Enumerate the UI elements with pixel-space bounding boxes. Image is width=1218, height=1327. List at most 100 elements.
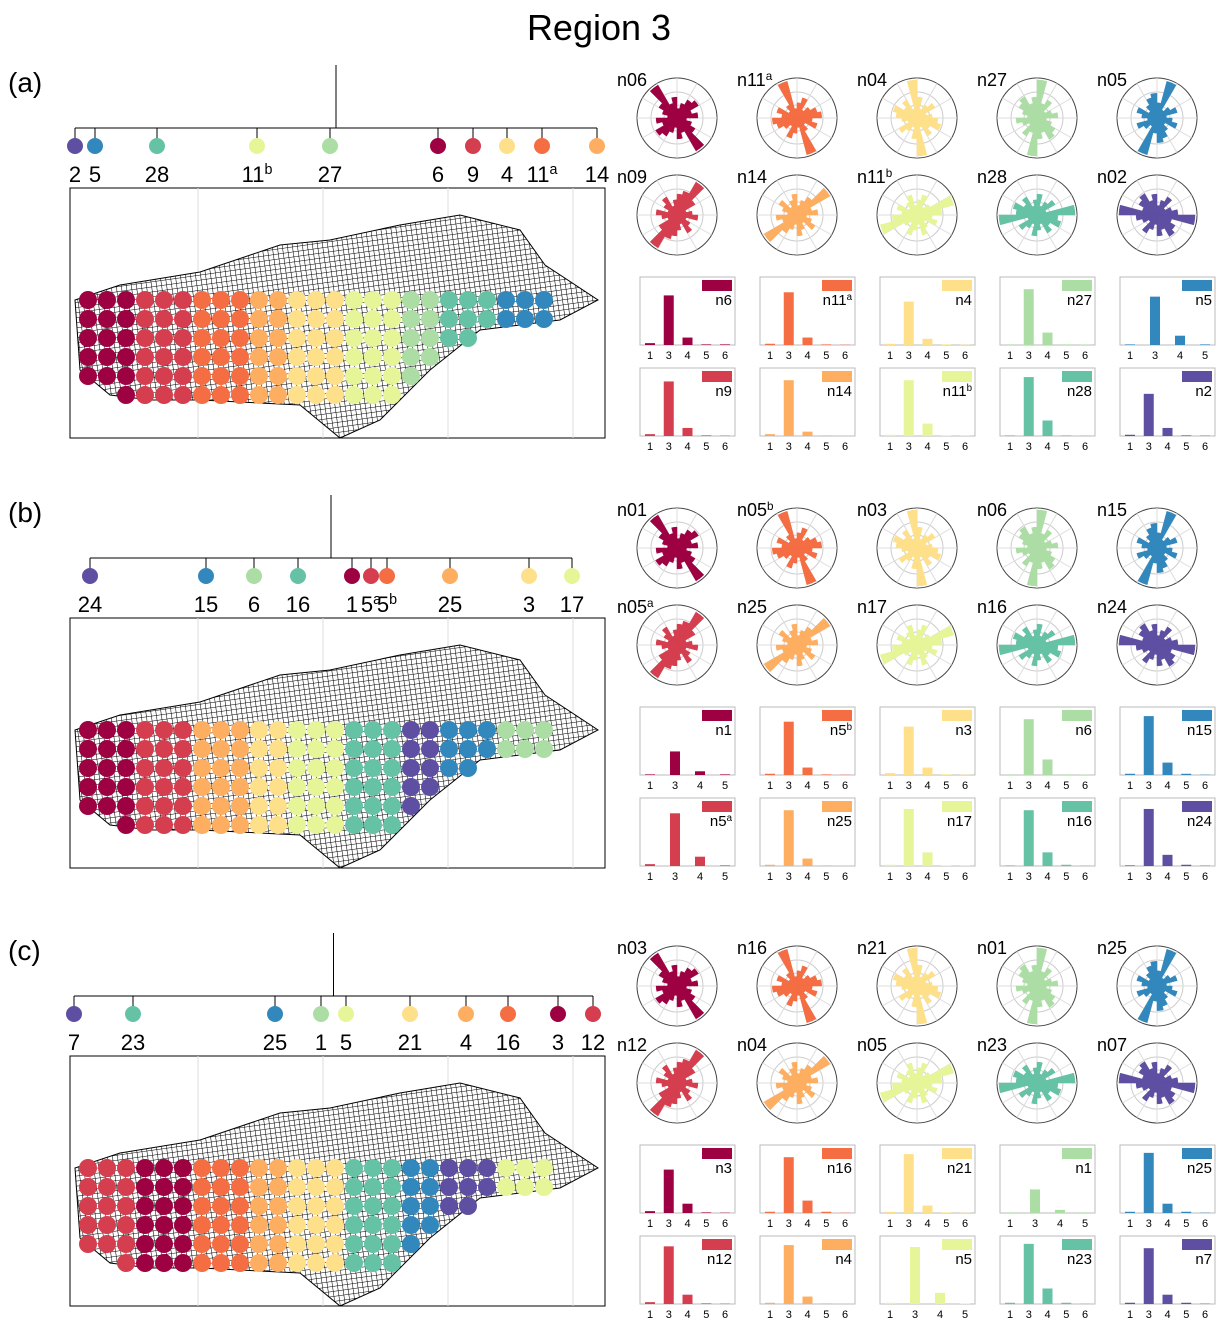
hist-bar (783, 810, 794, 866)
map-node (383, 1216, 401, 1234)
map-node (288, 797, 306, 815)
x-tick-label: 6 (962, 871, 968, 883)
x-tick-label: 3 (1152, 350, 1158, 362)
map-node (364, 816, 382, 834)
map-node (440, 329, 458, 347)
legend-swatch (1182, 280, 1212, 291)
map-node (402, 1159, 420, 1177)
x-tick-label: 1 (767, 780, 773, 792)
hist-bar (1023, 377, 1034, 436)
map-node (402, 329, 420, 347)
x-tick-label: 5 (823, 1309, 829, 1321)
map-node (459, 1178, 477, 1196)
map-node (326, 1254, 344, 1272)
hist-bar (783, 1157, 794, 1213)
x-tick-label: 6 (1202, 441, 1208, 453)
map-node (98, 1197, 116, 1215)
label: n5b (830, 722, 853, 740)
hist-bar (941, 344, 952, 345)
x-tick-label: 3 (666, 1218, 672, 1230)
label: n01 (617, 500, 647, 520)
panel-label: (a) (8, 67, 42, 98)
map-node (117, 778, 135, 796)
map-node (79, 740, 97, 758)
hist-bar (1005, 344, 1015, 345)
hist-bar (960, 1303, 970, 1304)
label: n6 (1075, 722, 1092, 739)
map-node (402, 1216, 420, 1234)
label: 4 (460, 1030, 472, 1055)
label-main: n28 (1067, 383, 1092, 400)
hist-bar (720, 865, 730, 866)
label-main: n16 (977, 597, 1007, 617)
legend-swatch (1062, 710, 1092, 721)
map-node (79, 329, 97, 347)
map-node (231, 797, 249, 815)
map-node (421, 778, 439, 796)
label-main: n24 (1097, 597, 1127, 617)
map-node (345, 816, 363, 834)
label-main: n17 (947, 813, 972, 830)
map-node (269, 1254, 287, 1272)
map-node (307, 310, 325, 328)
hist-bar (783, 292, 794, 345)
x-tick-label: 5 (943, 1218, 949, 1230)
hist-bar (1061, 774, 1072, 775)
map-node (288, 291, 306, 309)
hist-bar (1143, 393, 1154, 436)
x-tick-label: 4 (1044, 780, 1050, 792)
map-node (345, 386, 363, 404)
label-main: 6 (248, 592, 260, 617)
map-node (421, 291, 439, 309)
leaf-node (465, 138, 481, 154)
map-node (193, 1235, 211, 1253)
map-node (231, 721, 249, 739)
label: n27 (977, 70, 1007, 90)
rose-petals (772, 510, 822, 586)
label-sup: b (967, 383, 973, 394)
map-node (98, 310, 116, 328)
map-node (193, 1216, 211, 1234)
rose-petals (649, 84, 705, 152)
map-node (383, 797, 401, 815)
hist-bar (1055, 1209, 1065, 1213)
map-node (307, 1216, 325, 1234)
label-sup: a (647, 597, 654, 610)
hist-bar (663, 295, 674, 345)
label-main: n5 (1195, 292, 1212, 309)
x-tick-label: 3 (1146, 441, 1152, 453)
label-main: n07 (1097, 1035, 1127, 1055)
x-tick-label: 1 (1007, 441, 1013, 453)
map-node (98, 721, 116, 739)
map-node (269, 310, 287, 328)
x-tick-label: 3 (1032, 1218, 1038, 1230)
rose-petals (892, 947, 942, 1025)
x-tick-label: 1 (647, 441, 653, 453)
hist-bar (695, 856, 705, 866)
x-tick-label: 4 (804, 871, 810, 883)
label: 25 (263, 1030, 287, 1055)
label-main: 5 (377, 592, 389, 617)
x-tick-label: 4 (1057, 1218, 1063, 1230)
rose-petals (879, 194, 955, 236)
map-node (326, 310, 344, 328)
label: n3 (715, 1160, 732, 1177)
map-node (155, 310, 173, 328)
hist-bar (885, 1211, 895, 1213)
map-node (193, 759, 211, 777)
label-main: n25 (827, 813, 852, 830)
x-tick-label: 4 (684, 1218, 690, 1230)
label-main: n4 (955, 292, 972, 309)
label: 1 (315, 1030, 327, 1055)
map-node (535, 291, 553, 309)
map-node (402, 348, 420, 366)
hist-bar (885, 864, 895, 866)
map-node (117, 1254, 135, 1272)
map-node (269, 1178, 287, 1196)
map-node (269, 1197, 287, 1215)
label: n11b (943, 383, 973, 401)
label-main: 12 (581, 1030, 605, 1055)
label-main: n5 (710, 813, 727, 830)
map-node (117, 386, 135, 404)
x-tick-label: 3 (912, 1309, 918, 1321)
